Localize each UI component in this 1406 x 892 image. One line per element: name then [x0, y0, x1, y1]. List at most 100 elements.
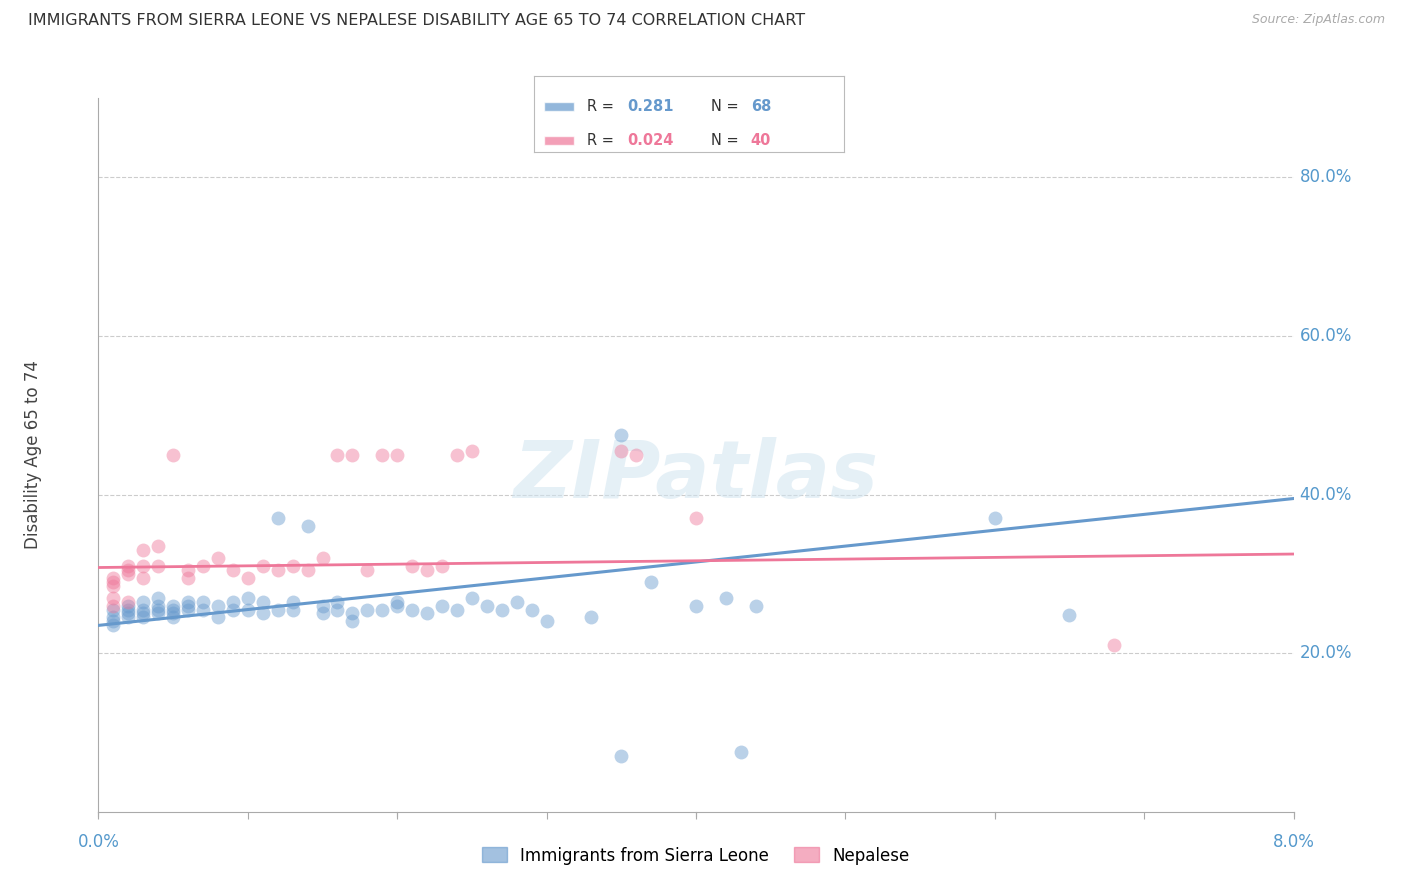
Point	[1059, 608, 1081, 623]
Point	[983, 511, 1005, 525]
Point	[267, 511, 290, 525]
Point	[461, 444, 484, 458]
Text: N =: N =	[710, 99, 742, 113]
Point	[162, 610, 184, 624]
Point	[162, 599, 184, 613]
Point	[132, 610, 155, 624]
Point	[371, 448, 394, 462]
Text: N =: N =	[710, 133, 742, 148]
Point	[297, 563, 319, 577]
Point	[281, 594, 304, 608]
Point	[311, 551, 333, 566]
Point	[714, 591, 737, 605]
Point	[191, 594, 214, 608]
Point	[222, 594, 245, 608]
Point	[117, 563, 139, 577]
Point	[148, 602, 170, 616]
Point	[117, 566, 139, 581]
Text: Source: ZipAtlas.com: Source: ZipAtlas.com	[1251, 13, 1385, 27]
Point	[252, 558, 274, 573]
Point	[385, 448, 409, 462]
Point	[117, 558, 139, 573]
Point	[536, 615, 558, 629]
Point	[132, 602, 155, 616]
Point	[117, 602, 139, 616]
Legend: Immigrants from Sierra Leone, Nepalese: Immigrants from Sierra Leone, Nepalese	[475, 840, 917, 871]
Point	[371, 602, 394, 616]
Point	[281, 602, 304, 616]
Point	[191, 558, 214, 573]
Point	[326, 448, 349, 462]
Point	[730, 745, 752, 759]
Point	[103, 610, 125, 624]
Point	[416, 563, 439, 577]
Point	[342, 448, 364, 462]
Point	[148, 607, 170, 621]
Text: 68: 68	[751, 99, 770, 113]
Point	[252, 594, 274, 608]
Point	[222, 602, 245, 616]
FancyBboxPatch shape	[544, 136, 575, 145]
Point	[148, 591, 170, 605]
Point	[416, 607, 439, 621]
Point	[132, 571, 155, 585]
Point	[148, 539, 170, 553]
Point	[326, 602, 349, 616]
Point	[177, 563, 200, 577]
Point	[117, 599, 139, 613]
Point	[624, 448, 647, 462]
Text: 0.0%: 0.0%	[77, 833, 120, 851]
Point	[401, 558, 423, 573]
Point	[385, 594, 409, 608]
Point	[640, 574, 662, 589]
Text: 60.0%: 60.0%	[1299, 327, 1353, 345]
Point	[132, 558, 155, 573]
Text: 40.0%: 40.0%	[1299, 485, 1353, 504]
Text: 80.0%: 80.0%	[1299, 169, 1353, 186]
Point	[162, 607, 184, 621]
Point	[117, 607, 139, 621]
Text: R =: R =	[586, 99, 619, 113]
Text: 0.024: 0.024	[627, 133, 673, 148]
Point	[745, 599, 768, 613]
Point	[356, 602, 378, 616]
Point	[103, 591, 125, 605]
Point	[207, 551, 229, 566]
Point	[117, 610, 139, 624]
Point	[207, 599, 229, 613]
Point	[610, 444, 633, 458]
Point	[685, 599, 707, 613]
Text: 40: 40	[751, 133, 770, 148]
Text: 0.281: 0.281	[627, 99, 673, 113]
Text: 8.0%: 8.0%	[1272, 833, 1315, 851]
Point	[148, 558, 170, 573]
Point	[177, 571, 200, 585]
Text: ZIPatlas: ZIPatlas	[513, 437, 879, 516]
FancyBboxPatch shape	[544, 102, 575, 111]
Point	[103, 574, 125, 589]
Point	[430, 558, 453, 573]
Point	[236, 591, 259, 605]
Point	[342, 615, 364, 629]
Point	[446, 602, 468, 616]
Point	[342, 607, 364, 621]
Point	[103, 618, 125, 632]
Point	[685, 511, 707, 525]
Point	[610, 428, 633, 442]
Point	[162, 602, 184, 616]
Point	[236, 571, 259, 585]
Point	[475, 599, 498, 613]
Point	[356, 563, 378, 577]
Point	[506, 594, 529, 608]
Point	[281, 558, 304, 573]
Point	[491, 602, 513, 616]
Point	[132, 543, 155, 558]
Point	[148, 599, 170, 613]
Point	[297, 519, 319, 533]
Point	[311, 599, 333, 613]
Point	[461, 591, 484, 605]
Point	[385, 599, 409, 613]
Point	[252, 607, 274, 621]
Point	[236, 602, 259, 616]
Point	[177, 602, 200, 616]
